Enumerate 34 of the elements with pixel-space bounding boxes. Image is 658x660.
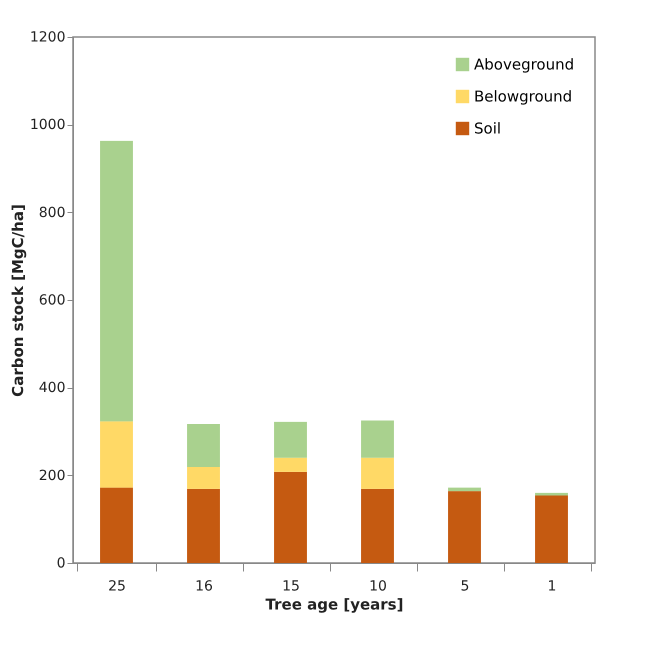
bar <box>100 421 133 488</box>
bar <box>187 467 220 489</box>
bar <box>274 458 307 472</box>
legend-label: Soil <box>474 120 502 138</box>
bar <box>274 422 307 458</box>
bar <box>187 488 220 563</box>
bar <box>361 420 394 458</box>
bar <box>448 491 481 563</box>
x-tick-label: 15 <box>282 578 300 594</box>
x-tick-label: 16 <box>195 578 213 594</box>
y-axis-title: Carbon stock [MgC/ha] <box>8 204 27 397</box>
bar <box>100 488 133 563</box>
x-axis-title: Tree age [years] <box>266 596 404 614</box>
legend-label: Belowground <box>474 88 572 106</box>
legend-label: Aboveground <box>474 56 574 74</box>
bar <box>448 488 481 492</box>
bar <box>274 472 307 563</box>
x-tick-label: 5 <box>460 578 470 594</box>
y-tick-label: 1000 <box>30 117 66 134</box>
y-tick-label: 600 <box>38 292 66 308</box>
y-tick-label: 0 <box>56 556 66 572</box>
y-tick-label: 400 <box>38 380 66 396</box>
bar <box>535 495 568 563</box>
bar <box>361 458 394 489</box>
bar <box>100 140 133 422</box>
x-tick-label: 1 <box>548 578 556 594</box>
x-tick-label: 25 <box>108 578 126 594</box>
y-tick-label: 1200 <box>30 30 66 46</box>
x-tick-label: 10 <box>369 578 387 594</box>
bar <box>187 424 220 468</box>
bar <box>535 492 568 496</box>
bar <box>361 488 394 563</box>
y-tick-label: 800 <box>38 204 66 221</box>
y-tick-label: 200 <box>38 468 66 484</box>
